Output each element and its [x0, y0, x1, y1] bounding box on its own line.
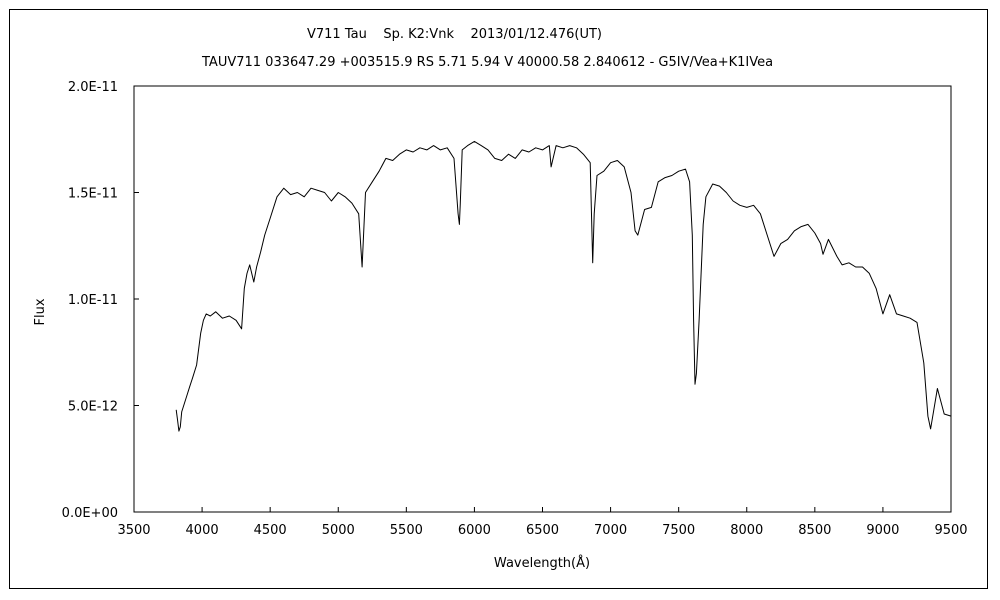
x-tick-label: 6500 — [526, 523, 559, 538]
x-tick-label: 4000 — [186, 523, 219, 538]
y-axis-label: Flux — [33, 298, 48, 325]
x-axis: 3500 4000 4500 5000 5500 6000 6500 7000 7500 8000… — [117, 507, 968, 538]
x-tick-label: 7000 — [594, 523, 627, 538]
x-tick-label: 4500 — [254, 523, 287, 538]
chart-subtitle: TAUV711 033647.29 +003515.9 RS 5.71 5.94… — [202, 55, 774, 70]
x-axis-label: Wavelength(Å) — [494, 555, 590, 571]
x-tick-label: 3500 — [117, 523, 150, 538]
x-tick-label: 9000 — [866, 523, 899, 538]
flux-series-line — [175, 140, 952, 432]
x-tick-label: 5500 — [390, 523, 423, 538]
y-tick-label: 5.0E-12 — [68, 400, 118, 415]
y-axis: 0.0E+00 5.0E-12 1.0E-11 1.5E-11 2.0E-11 — [62, 80, 139, 521]
chart-frame — [9, 9, 988, 589]
x-tick-label: 7500 — [662, 523, 695, 538]
y-tick-label: 0.0E+00 — [62, 506, 118, 521]
x-tick-label: 8000 — [730, 523, 763, 538]
y-tick-label: 1.5E-11 — [68, 187, 118, 202]
x-tick-label: 6000 — [458, 523, 491, 538]
x-tick-label: 5000 — [322, 523, 355, 538]
x-tick-label: 9500 — [934, 523, 967, 538]
series-group — [175, 140, 952, 432]
chart-title: V711 Tau Sp. K2:Vnk 2013/01/12.476(UT) — [307, 27, 602, 42]
x-tick-label: 8500 — [798, 523, 831, 538]
y-tick-label: 1.0E-11 — [68, 293, 118, 308]
y-tick-label: 2.0E-11 — [68, 80, 118, 95]
